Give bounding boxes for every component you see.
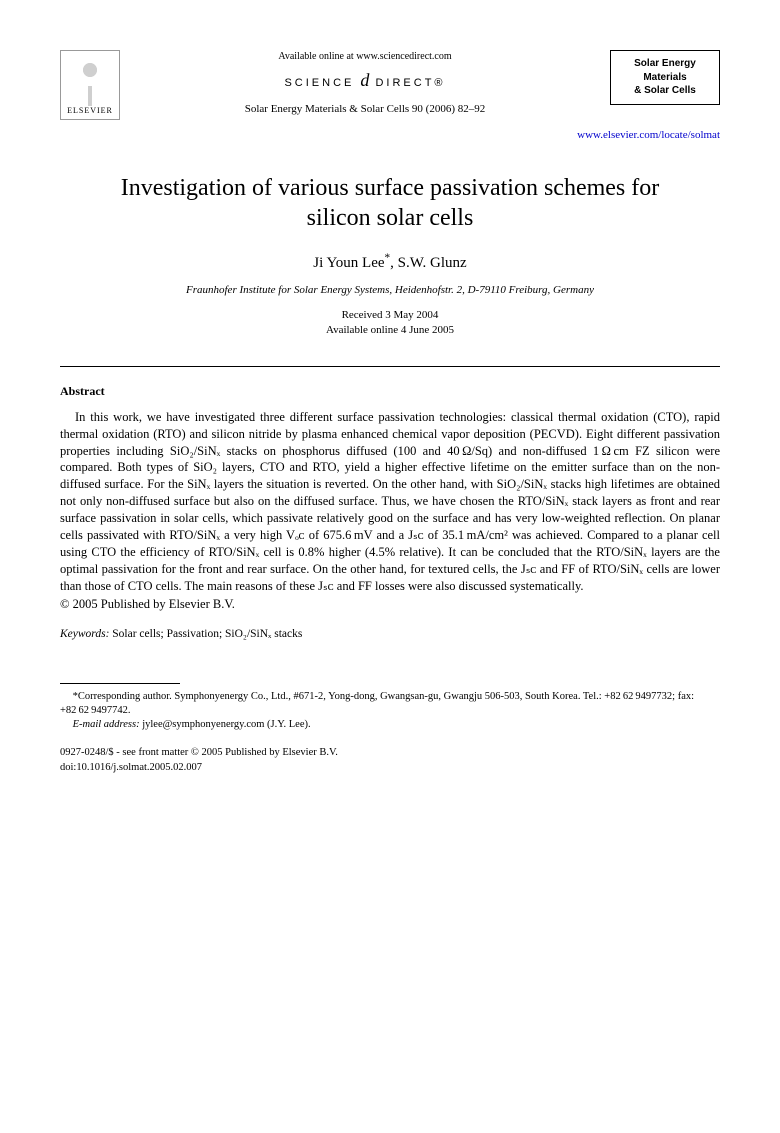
- top-rule: [60, 366, 720, 367]
- abstract-copyright: © 2005 Published by Elsevier B.V.: [60, 596, 720, 613]
- received-date: Received 3 May 2004: [60, 308, 720, 323]
- footnote-rule: [60, 683, 180, 684]
- keywords-label: Keywords:: [60, 628, 109, 640]
- article-title: Investigation of various surface passiva…: [100, 173, 680, 233]
- journal-box-line1: Solar Energy Materials: [615, 57, 715, 84]
- journal-cover-box: Solar Energy Materials & Solar Cells: [610, 50, 720, 105]
- journal-box-line2: & Solar Cells: [615, 84, 715, 98]
- corresponding-footnote: *Corresponding author. Symphonyenergy Co…: [60, 690, 720, 718]
- abstract-heading: Abstract: [60, 383, 720, 399]
- header-right: Solar Energy Materials & Solar Cells: [610, 50, 720, 105]
- elsevier-tree-icon: [70, 58, 110, 106]
- science-direct-logo: SCIENCE d DIRECT®: [130, 68, 600, 92]
- doi-line: doi:10.1016/j.solmat.2005.02.007: [60, 761, 720, 775]
- author-1: Ji Youn Lee: [313, 255, 384, 271]
- email-label: E-mail address:: [73, 719, 140, 730]
- locate-link[interactable]: www.elsevier.com/locate/solmat: [60, 128, 720, 143]
- article-dates: Received 3 May 2004 Available online 4 J…: [60, 308, 720, 338]
- online-date: Available online 4 June 2005: [60, 323, 720, 338]
- sd-word1: SCIENCE: [284, 77, 354, 89]
- sd-at-icon: d: [360, 70, 369, 90]
- header: ELSEVIER Available online at www.science…: [60, 50, 720, 120]
- email-address[interactable]: jylee@symphonyenergy.com (J.Y. Lee).: [140, 719, 311, 730]
- available-online-text: Available online at www.sciencedirect.co…: [130, 50, 600, 64]
- publisher-logo: ELSEVIER: [60, 50, 120, 120]
- affiliation: Fraunhofer Institute for Solar Energy Sy…: [60, 283, 720, 298]
- keywords: Keywords: Solar cells; Passivation; SiO₂…: [60, 627, 720, 643]
- abstract-body: In this work, we have investigated three…: [60, 409, 720, 595]
- authors: Ji Youn Lee*, S.W. Glunz: [60, 251, 720, 273]
- author-2: S.W. Glunz: [398, 255, 467, 271]
- footer-block: 0927-0248/$ - see front matter © 2005 Pu…: [60, 746, 720, 774]
- journal-reference: Solar Energy Materials & Solar Cells 90 …: [130, 102, 600, 117]
- front-matter-line: 0927-0248/$ - see front matter © 2005 Pu…: [60, 746, 720, 760]
- header-center: Available online at www.sciencedirect.co…: [120, 50, 610, 117]
- keywords-text: Solar cells; Passivation; SiO₂/SiNₓ stac…: [109, 628, 302, 640]
- sd-word2: DIRECT®: [375, 77, 445, 89]
- email-footnote: E-mail address: jylee@symphonyenergy.com…: [60, 718, 720, 732]
- publisher-name: ELSEVIER: [67, 106, 113, 117]
- author-separator: ,: [390, 255, 398, 271]
